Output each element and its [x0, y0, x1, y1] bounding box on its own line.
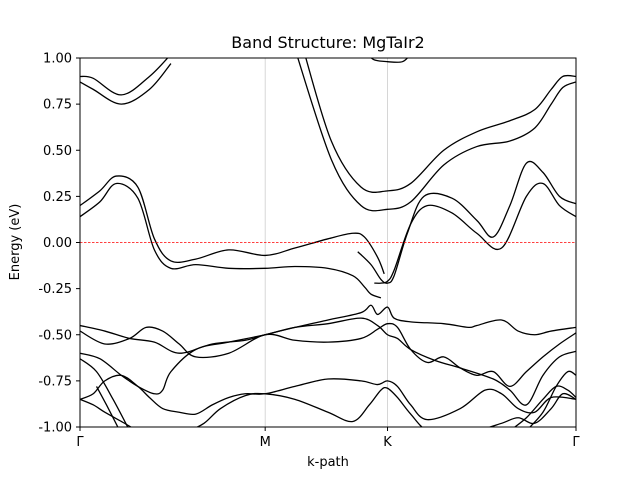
- chart-title: Band Structure: MgTaIr2: [231, 33, 424, 52]
- x-tick-label: Γ: [572, 435, 580, 450]
- band-line: [80, 182, 382, 299]
- band-line: [297, 58, 576, 212]
- band-line: [80, 322, 576, 388]
- band-line: [80, 386, 576, 427]
- band-line: [374, 182, 576, 284]
- band-line: [80, 374, 576, 421]
- band-line: [80, 63, 172, 105]
- y-axis-label: Energy (eV): [8, 204, 23, 281]
- band-line: [80, 358, 129, 427]
- y-tick-label: -0.25: [38, 282, 72, 297]
- axes-frame: [79, 57, 577, 428]
- y-tick-label: 0.50: [43, 144, 72, 159]
- x-tick-label: K: [383, 435, 392, 450]
- x-tick-label: Γ: [76, 435, 84, 450]
- band-line: [80, 304, 576, 354]
- band-line: [513, 385, 576, 427]
- y-tick-label: -1.00: [38, 421, 72, 436]
- y-tick-label: -0.50: [38, 328, 72, 343]
- y-tick-label: -0.75: [38, 374, 72, 389]
- band-line: [529, 370, 576, 427]
- axis-ticks: -1.00 -0.75 -0.50 -0.25 0.00 0.25 0.50 0.75 1.00…: [38, 52, 580, 451]
- band-line: [95, 386, 119, 427]
- y-tick-label: 0.25: [43, 190, 72, 205]
- band-line: [80, 58, 169, 96]
- plot-area: [80, 58, 576, 427]
- band-line: [357, 160, 576, 284]
- y-tick-label: 0.00: [43, 236, 72, 251]
- y-tick-label: 1.00: [43, 52, 72, 67]
- band-line: [80, 317, 576, 406]
- band-line: [80, 175, 385, 275]
- x-tick-label: M: [260, 435, 271, 450]
- band-line: [305, 58, 576, 193]
- y-tick-label: 0.75: [43, 98, 72, 113]
- x-axis-label: k-path: [307, 455, 349, 470]
